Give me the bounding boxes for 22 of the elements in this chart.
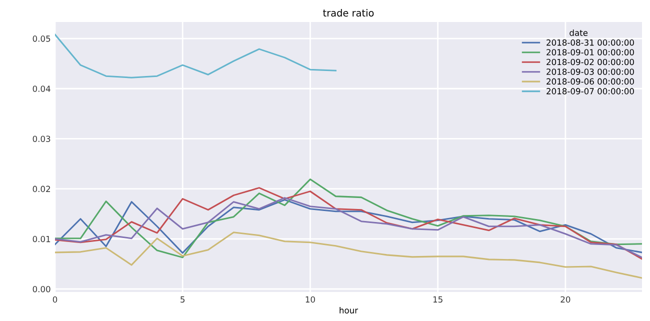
legend-label: 2018-09-01 00:00:00 [546, 49, 634, 56]
legend-label: 2018-09-03 00:00:00 [546, 68, 634, 75]
y-tick-label: 0.01 [32, 236, 50, 242]
x-tick-label: 0 [52, 296, 58, 303]
y-tick-label: 0.04 [32, 86, 50, 92]
chart-title: trade ratio [323, 9, 374, 17]
legend-label: 2018-08-31 00:00:00 [546, 39, 634, 46]
line-series [55, 34, 337, 78]
legend-label: 2018-09-07 00:00:00 [546, 88, 634, 94]
legend-title: date [570, 30, 588, 36]
y-tick-label: 0.03 [32, 136, 50, 142]
legend-label: 2018-09-06 00:00:00 [546, 78, 634, 85]
x-tick-label: 15 [433, 296, 442, 303]
x-tick-label: 20 [560, 296, 570, 303]
x-tick-label: 5 [180, 296, 185, 303]
y-tick-label: 0.02 [32, 186, 50, 192]
y-tick-label: 0.05 [32, 36, 50, 42]
line-series [55, 232, 642, 279]
x-axis-title: hour [340, 307, 358, 314]
x-tick-label: 10 [306, 296, 315, 303]
legend-label: 2018-09-02 00:00:00 [546, 58, 634, 66]
y-tick-label: 0.00 [32, 286, 50, 292]
